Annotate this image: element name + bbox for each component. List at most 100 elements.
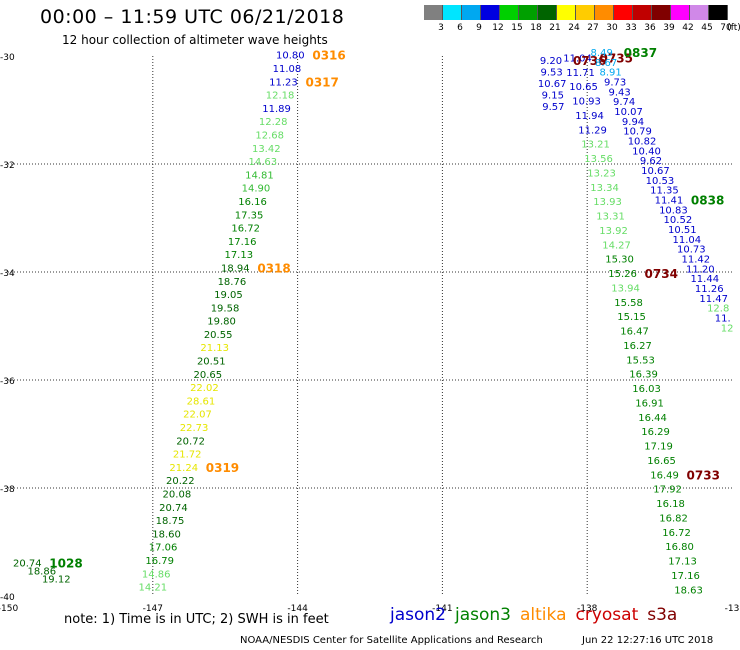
wave-height-label: 14.27 [602, 240, 631, 251]
wave-height-label: 11.94 [575, 111, 604, 122]
wave-height-label: 16.82 [659, 513, 688, 524]
wave-height-label: 16.39 [629, 370, 658, 381]
wave-height-label: 17.35 [235, 210, 264, 221]
x-tick-label: -138 [577, 604, 598, 614]
wave-height-label: 14.86 [142, 569, 171, 580]
wave-height-label: 20.08 [163, 490, 192, 501]
color-scale-tick-label: 42 [682, 23, 694, 33]
wave-height-label: 10.73 [677, 245, 706, 256]
legend-entry-jason3: jason3 [455, 605, 511, 625]
wave-height-label: 11.71 [566, 68, 595, 79]
wave-height-label: 28.61 [187, 396, 216, 407]
wave-height-label: 11.89 [262, 104, 291, 115]
wave-height-label: 11.35 [650, 186, 679, 197]
wave-height-label: 22.02 [190, 383, 219, 394]
wave-height-label: 21.24 [169, 463, 198, 474]
wave-height-label: 16.65 [647, 456, 676, 467]
color-scale-swatch [690, 5, 709, 20]
wave-height-label: 11.08 [273, 64, 302, 75]
wave-height-label: 10.67 [641, 166, 670, 177]
wave-height-label: 16.29 [641, 427, 670, 438]
color-scale-tick-label: 70 [720, 23, 732, 33]
wave-height-label: 9.62 [640, 156, 662, 167]
wave-height-label: 11.44 [690, 274, 719, 285]
wave-height-label: 11.47 [699, 294, 728, 305]
wave-height-label: 10.07 [614, 107, 643, 118]
page-subtitle: 12 hour collection of altimeter wave hei… [62, 33, 328, 47]
wave-height-label: 16.72 [662, 528, 691, 539]
pass-time-label: 0736 [573, 54, 606, 68]
wave-height-label: 13.34 [590, 183, 619, 194]
pass-time-label: 0735 [600, 51, 633, 65]
pass-time-label: 0734 [645, 267, 678, 281]
color-scale-swatch [481, 5, 500, 20]
color-scale-swatch [443, 5, 462, 20]
wave-height-label: 11.41 [655, 196, 684, 207]
wave-height-label: 9.20 [540, 56, 562, 67]
y-tick-label: -30 [0, 53, 15, 63]
wave-height-label: 15.15 [617, 312, 646, 323]
pass-time-label: 0317 [305, 75, 338, 89]
wave-height-label: 12.18 [266, 91, 295, 102]
y-tick-label: -32 [0, 161, 15, 171]
wave-height-label: 9.94 [622, 117, 644, 128]
wave-height-label: 10.65 [569, 82, 598, 93]
wave-height-label: 16.72 [231, 224, 260, 235]
wave-height-label: 16.79 [145, 556, 174, 567]
wave-height-label: 17.13 [224, 250, 253, 261]
wave-height-label: 10.82 [628, 137, 657, 148]
pass-time-label: 0837 [624, 46, 657, 60]
y-tick-label: -34 [0, 269, 15, 279]
wave-height-label: 20.65 [194, 370, 223, 381]
wave-height-label: 18.63 [674, 585, 703, 596]
color-scale-swatch [424, 5, 443, 20]
x-tick-label: -144 [287, 604, 308, 614]
color-scale-swatch [709, 5, 728, 20]
wave-height-label: 12.28 [259, 117, 288, 128]
wave-height-label: 17.16 [671, 571, 700, 582]
y-tick-label: -38 [0, 485, 15, 495]
footer-note: note: 1) Time is in UTC; 2) SWH is in fe… [64, 612, 329, 627]
wave-height-label: 12.68 [255, 130, 284, 141]
wave-height-label: 10.52 [664, 215, 693, 226]
pass-time-label: 0318 [257, 261, 290, 275]
wave-height-label: 12 [721, 323, 734, 334]
wave-height-label: 15.53 [626, 355, 655, 366]
color-scale-swatch [462, 5, 481, 20]
wave-height-label: 20.22 [166, 476, 195, 487]
wave-height-label: 18.75 [156, 516, 185, 527]
wave-height-label: 20.55 [204, 330, 233, 341]
color-scale-swatch [671, 5, 690, 20]
wave-height-label: 17.19 [644, 442, 673, 453]
wave-height-label: 17.13 [668, 557, 697, 568]
color-scale-swatch [576, 5, 595, 20]
color-scale-swatch [595, 5, 614, 20]
wave-height-label: 18.94 [221, 263, 250, 274]
satellite-legend: jason2 jason3 altika cryosat s3a [390, 605, 686, 625]
x-tick-label: -141 [432, 604, 452, 614]
color-scale-tick-label: 6 [457, 23, 463, 33]
color-scale-tick-label: 45 [701, 23, 713, 33]
wave-height-label: 11.26 [695, 284, 724, 295]
wave-height-label: 8.91 [600, 68, 622, 79]
wave-height-label: 9.15 [542, 91, 564, 102]
color-scale-tick-label: 15 [511, 23, 523, 33]
wave-height-label: 11.04 [673, 235, 702, 246]
wave-height-label: 16.44 [638, 413, 667, 424]
wave-height-label: 11.29 [578, 125, 607, 136]
color-scale-tick-label: 39 [663, 23, 675, 33]
wave-height-label: 19.05 [214, 290, 243, 301]
wave-height-label: 13.31 [596, 212, 625, 223]
color-scale-unit-label: (ft) [727, 23, 740, 33]
color-scale-tick-label: 3 [438, 23, 444, 33]
wave-height-label: 16.49 [650, 470, 679, 481]
wave-height-label: 10.93 [572, 97, 601, 108]
color-scale-tick-label: 12 [492, 23, 504, 33]
wave-height-label: 11.23 [269, 77, 298, 88]
wave-height-label: 17.92 [653, 485, 682, 496]
wave-height-label: 18.76 [218, 277, 247, 288]
x-tick-label: -150 [0, 604, 18, 614]
wave-height-label: 13.94 [611, 283, 640, 294]
wave-height-label: 16.18 [656, 499, 685, 510]
